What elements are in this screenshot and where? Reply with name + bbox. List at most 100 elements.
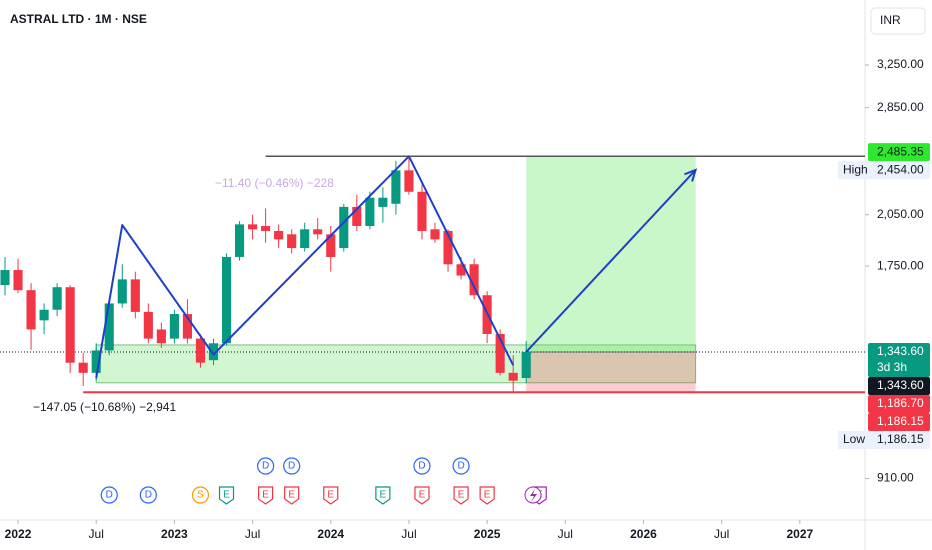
candle-body xyxy=(339,206,349,249)
candle-body xyxy=(130,279,140,312)
price-label: 1,343.60 xyxy=(877,378,924,392)
candles xyxy=(0,156,531,393)
event-icon[interactable] xyxy=(414,486,430,505)
candle-body xyxy=(221,256,232,344)
event-icon[interactable] xyxy=(283,457,301,475)
price-label: 1,186.70 xyxy=(877,396,924,410)
candle-body xyxy=(182,314,192,339)
event-label: E xyxy=(262,490,269,501)
x-tick-label: 2026 xyxy=(630,527,657,541)
event-label: E xyxy=(419,490,426,501)
zigzag-line xyxy=(95,155,515,379)
candle-body xyxy=(326,234,336,257)
price-tag: High xyxy=(843,162,868,176)
y-tick-label: 1,750.00 xyxy=(877,258,924,272)
event-label: E xyxy=(288,490,295,501)
event-icon[interactable] xyxy=(375,486,391,505)
price-label-bg xyxy=(868,161,930,180)
x-tick-label: 2023 xyxy=(161,527,188,541)
candle-body xyxy=(248,224,258,230)
x-tick-label: Jul xyxy=(89,527,104,541)
candle-body xyxy=(430,229,440,240)
event-label: E xyxy=(223,490,230,501)
price-label-bg xyxy=(868,143,930,162)
candle-body xyxy=(52,287,62,310)
price-label: 2,454.00 xyxy=(877,162,924,176)
event-icon[interactable] xyxy=(100,486,118,504)
event-label: D xyxy=(457,461,464,472)
candle-body xyxy=(508,372,518,381)
candle-body xyxy=(0,270,10,286)
candle-body xyxy=(143,311,153,339)
event-icon[interactable] xyxy=(452,457,470,475)
candle-body xyxy=(261,225,271,231)
candle-body xyxy=(300,229,310,249)
x-tick-label: 2025 xyxy=(474,527,501,541)
event-label: E xyxy=(484,490,491,501)
candle-body xyxy=(39,309,49,321)
currency-button[interactable] xyxy=(870,7,926,35)
event-icon[interactable] xyxy=(218,486,235,505)
position-target xyxy=(526,156,696,352)
event-lightning xyxy=(530,489,537,502)
event-icon[interactable] xyxy=(323,486,339,505)
event-label: D xyxy=(418,461,425,472)
candle-body xyxy=(404,170,414,192)
price-label-bg xyxy=(868,430,930,449)
candle-body xyxy=(287,234,297,249)
event-icon[interactable] xyxy=(257,457,275,475)
lines xyxy=(0,155,865,394)
candle-body xyxy=(469,264,479,296)
candle-body xyxy=(352,206,362,226)
candle-body xyxy=(195,338,206,363)
candle-body xyxy=(391,170,401,204)
candle-body xyxy=(274,230,284,240)
candle-body xyxy=(208,343,219,361)
axes: 3,250.00 2,850.00 2,050.00 1,750.00 910.00 20… xyxy=(5,57,930,541)
y-tick-label: 910.00 xyxy=(877,471,914,485)
y-tick-label: 2,850.00 xyxy=(877,100,924,114)
currency[interactable]: INR xyxy=(880,13,901,27)
x-tick-label: Jul xyxy=(401,527,416,541)
candle-body xyxy=(234,224,245,257)
candle-body xyxy=(26,290,36,330)
price-tag: Low xyxy=(843,432,865,446)
event-icon[interactable] xyxy=(284,486,300,505)
arrow-line xyxy=(525,169,697,353)
event-icon[interactable] xyxy=(191,486,210,504)
event-icon[interactable] xyxy=(479,486,495,505)
x-tick-label: 2024 xyxy=(317,527,344,541)
event-icon[interactable] xyxy=(258,486,274,505)
event-label: D xyxy=(106,490,113,501)
annotation: −11.40 (−0.46%) −228 xyxy=(215,176,334,190)
arrow-head xyxy=(684,168,698,182)
event-icon[interactable] xyxy=(453,486,469,505)
candle-body xyxy=(313,229,323,235)
price-tag-bg xyxy=(838,161,868,180)
annotation: −147.05 (−10.68%) −2,941 xyxy=(33,400,176,414)
event-label: D xyxy=(145,490,152,501)
drawings xyxy=(95,155,698,379)
price-label-bg xyxy=(868,412,930,431)
x-tick-label: 2027 xyxy=(786,527,813,541)
candle-body xyxy=(156,329,166,344)
price-label: 1,343.60 xyxy=(877,344,924,358)
x-tick-label: 2022 xyxy=(5,527,32,541)
event-label: D xyxy=(262,461,269,472)
candle-body xyxy=(456,264,466,276)
price-label: 2,485.35 xyxy=(877,144,924,158)
event-label: E xyxy=(380,490,387,501)
event-icon[interactable] xyxy=(139,486,157,504)
candle-body xyxy=(13,270,23,291)
price-label-countdown: 3d 3h xyxy=(877,360,907,374)
event-icon[interactable] xyxy=(413,457,431,475)
candle-body xyxy=(117,279,127,304)
y-tick-label: 2,050.00 xyxy=(877,207,924,221)
event-label: E xyxy=(327,490,334,501)
candle-body xyxy=(495,333,505,373)
x-tick-label: Jul xyxy=(558,527,573,541)
y-tick-label: 3,250.00 xyxy=(877,57,924,71)
candle-body xyxy=(443,230,453,265)
event-label: S xyxy=(197,490,204,501)
